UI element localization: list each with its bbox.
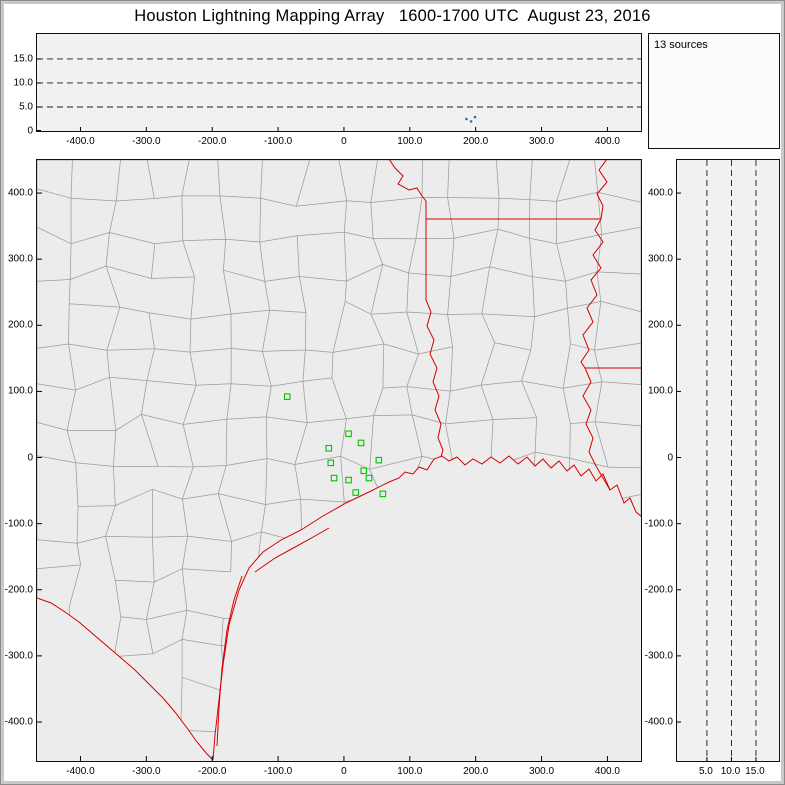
tick-label: 10.0 bbox=[13, 77, 33, 89]
altitude-ew-plot bbox=[37, 58, 641, 131]
tick-label: -200.0 bbox=[198, 136, 227, 147]
tick-label: 200.0 bbox=[463, 136, 489, 147]
altitude-ns-plot bbox=[677, 160, 757, 761]
map-plot bbox=[37, 160, 641, 761]
lightning-sources-ew bbox=[465, 115, 477, 123]
tick-label: 400.0 bbox=[647, 187, 673, 199]
tick-label: -200.0 bbox=[198, 766, 227, 777]
tick-label: -400.0 bbox=[644, 716, 673, 728]
tick-label: -100.0 bbox=[644, 518, 673, 530]
page-title: Houston Lightning Mapping Array 1600-170… bbox=[134, 7, 651, 25]
tick-label: 300.0 bbox=[529, 136, 555, 147]
tick-label: 200.0 bbox=[647, 319, 673, 331]
tick-label: -300.0 bbox=[4, 650, 33, 662]
tick-label: 400.0 bbox=[594, 766, 620, 777]
altitude-ew-panel[interactable] bbox=[36, 33, 642, 132]
tick-label: 0 bbox=[27, 452, 33, 464]
tick-label: -400.0 bbox=[66, 766, 95, 777]
tick-label: 100.0 bbox=[397, 766, 423, 777]
sources-count-panel: 13 sources bbox=[648, 33, 780, 149]
tick-label: 0 bbox=[341, 766, 347, 777]
map-panel[interactable] bbox=[36, 159, 642, 762]
tick-label: 5.0 bbox=[19, 101, 33, 113]
tick-label: 100.0 bbox=[397, 136, 423, 147]
tick-label: -300.0 bbox=[132, 136, 161, 147]
water-mask bbox=[37, 456, 641, 761]
tick-label: 0 bbox=[27, 125, 33, 136]
tick-label: -300.0 bbox=[644, 650, 673, 662]
tick-label: -400.0 bbox=[4, 716, 33, 728]
tick-label: 400.0 bbox=[594, 136, 620, 147]
tick-label: 0 bbox=[341, 136, 347, 147]
tick-label: 0 bbox=[667, 452, 673, 464]
altitude-ns-panel[interactable] bbox=[676, 159, 780, 762]
tick-label: 400.0 bbox=[7, 187, 33, 199]
tick-label: 300.0 bbox=[529, 766, 555, 777]
tick-label: 200.0 bbox=[463, 766, 489, 777]
sources-count-label: 13 sources bbox=[654, 39, 708, 51]
tick-label: 200.0 bbox=[7, 319, 33, 331]
tick-label: -100.0 bbox=[263, 136, 293, 147]
tick-label: -300.0 bbox=[132, 766, 161, 777]
tick-label: -400.0 bbox=[66, 136, 95, 147]
tick-label: 15.0 bbox=[745, 766, 765, 777]
tick-label: -200.0 bbox=[644, 584, 673, 596]
tick-label: -200.0 bbox=[4, 584, 33, 596]
lma-stations bbox=[283, 393, 387, 498]
tick-label: -100.0 bbox=[263, 766, 293, 777]
tick-label: 100.0 bbox=[647, 385, 673, 397]
tick-label: 5.0 bbox=[698, 766, 713, 777]
tick-label: -100.0 bbox=[4, 518, 33, 530]
tick-label: 300.0 bbox=[7, 253, 33, 265]
tick-label: 300.0 bbox=[647, 253, 673, 265]
tick-label: 15.0 bbox=[13, 53, 33, 65]
state-borders bbox=[37, 160, 641, 761]
tick-label: 100.0 bbox=[7, 385, 33, 397]
tick-label: 10.0 bbox=[720, 766, 741, 777]
